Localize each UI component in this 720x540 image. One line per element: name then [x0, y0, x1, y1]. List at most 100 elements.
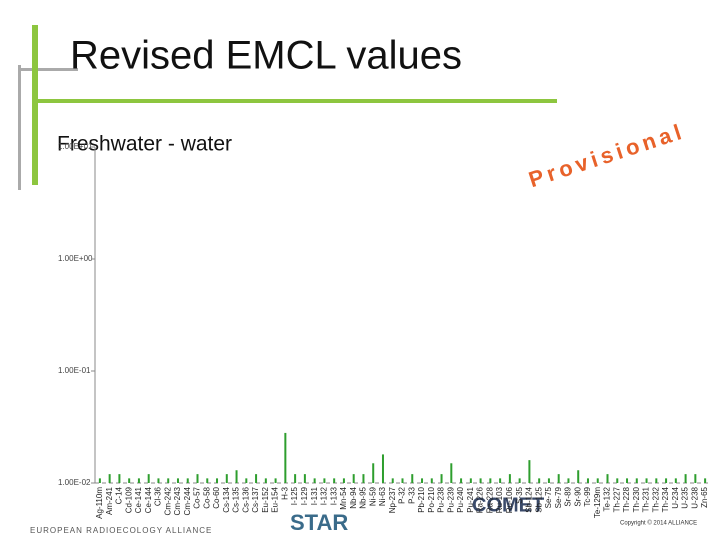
bar — [577, 470, 580, 483]
bar — [137, 478, 140, 483]
bar — [333, 478, 336, 483]
x-tick-label: Pu-239 — [446, 486, 455, 512]
bar — [401, 478, 404, 483]
bar — [596, 478, 599, 483]
bar — [206, 478, 209, 483]
bar — [489, 478, 492, 483]
bar — [118, 474, 121, 483]
bar — [606, 474, 609, 483]
x-tick-label: Sr-90 — [573, 486, 582, 506]
x-tick-label: U-238 — [690, 486, 699, 508]
x-tick-label: Cm-244 — [183, 486, 192, 515]
x-tick-label: Cm-243 — [173, 486, 182, 515]
bar — [645, 478, 648, 483]
x-tick-label: Ru-106 — [505, 486, 514, 513]
bar — [196, 474, 199, 483]
x-tick-label: Pb-210 — [417, 486, 426, 512]
bar — [528, 460, 531, 483]
x-tick-label: Cl-36 — [154, 486, 163, 506]
y-tick-label: 1.00E+01 — [58, 142, 93, 151]
x-tick-label: Ra-226 — [476, 486, 485, 513]
x-tick-label: Co-60 — [212, 486, 221, 508]
bar — [303, 474, 306, 483]
x-tick-label: Eu-152 — [261, 486, 270, 512]
bar — [284, 432, 287, 483]
y-tick-label: 1.00E-02 — [58, 478, 91, 487]
bar — [635, 478, 638, 483]
x-tick-label: Th-230 — [632, 486, 641, 512]
x-tick-label: Np-237 — [388, 486, 397, 513]
bar — [430, 478, 433, 483]
bar — [694, 474, 697, 483]
x-tick-label: Cs-135 — [232, 486, 241, 512]
x-tick-label: I-125 — [290, 486, 299, 505]
bar — [674, 478, 677, 483]
x-tick-label: Se-75 — [544, 486, 553, 508]
x-tick-label: Ni-63 — [378, 486, 387, 506]
x-tick-label: Se-79 — [554, 486, 563, 508]
x-tick-label: Th-234 — [661, 486, 670, 512]
bar — [381, 454, 384, 483]
bar — [655, 478, 658, 483]
bar — [538, 478, 541, 483]
x-tick-label: Am-241 — [105, 486, 114, 515]
bar — [186, 478, 189, 483]
bar — [450, 463, 453, 483]
title: Revised EMCL values — [70, 34, 462, 78]
bar — [157, 478, 160, 483]
bar — [411, 474, 414, 483]
bar — [147, 474, 150, 483]
bar — [616, 478, 619, 483]
bar — [567, 478, 570, 483]
x-tick-label: Ni-59 — [368, 486, 377, 506]
x-tick-label: Pu-240 — [456, 486, 465, 512]
bar — [557, 474, 560, 483]
x-tick-label: Cd-109 — [124, 486, 133, 513]
bar — [216, 478, 219, 483]
copyright: Copyright © 2014 ALLIANCE — [620, 520, 697, 527]
x-tick-label: Sb-125 — [534, 486, 543, 512]
decor-line — [18, 68, 78, 71]
x-tick-label: Th-231 — [642, 486, 651, 512]
bar — [440, 474, 443, 483]
x-tick-label: Zn-65 — [700, 486, 709, 507]
bar — [167, 478, 170, 483]
x-tick-label: Pu-241 — [466, 486, 475, 512]
bar — [235, 470, 238, 483]
bar — [313, 478, 316, 483]
bar — [372, 463, 375, 483]
bar — [274, 478, 277, 483]
bar — [255, 474, 258, 483]
bar — [294, 474, 297, 483]
x-tick-label: Ra-228 — [485, 486, 494, 513]
footer-logo: STAR — [290, 510, 348, 535]
x-tick-label: Sb-124 — [525, 486, 534, 512]
bar — [391, 478, 394, 483]
subtitle: Freshwater - water — [57, 133, 232, 156]
plot: 1.00E-02 1.00E-01 1.00E+00 1.00E+01 Ag-110m A… — [58, 142, 710, 519]
bar — [128, 478, 131, 483]
bar — [460, 478, 463, 483]
bar — [665, 478, 668, 483]
x-tick-label: Co-58 — [202, 486, 211, 508]
x-tick-label: Te-129m — [593, 487, 602, 518]
x-tick-label: Ag-110m — [95, 487, 104, 519]
footer-logo: COMET — [472, 494, 544, 516]
x-tick-label: H-3 — [280, 486, 289, 499]
bar — [98, 478, 101, 483]
x-tick-label: Ce-141 — [134, 486, 143, 513]
x-tick-label: Cs-136 — [241, 486, 250, 512]
bar — [469, 478, 472, 483]
x-tick-label: P-32 — [398, 486, 407, 503]
bar — [245, 478, 248, 483]
bar — [499, 478, 502, 483]
bar — [479, 478, 482, 483]
x-tick-label: Eu-154 — [271, 486, 280, 512]
bar — [362, 474, 365, 483]
x-tick-label: S-35 — [515, 486, 524, 503]
x-tick-label: Th-227 — [612, 486, 621, 512]
footer-text: EUROPEAN RADIOECOLOGY ALLIANCE — [30, 526, 212, 535]
y-tick-label: 1.00E+00 — [58, 254, 93, 263]
x-tick-label: Cm-242 — [163, 486, 172, 515]
bar — [264, 478, 267, 483]
